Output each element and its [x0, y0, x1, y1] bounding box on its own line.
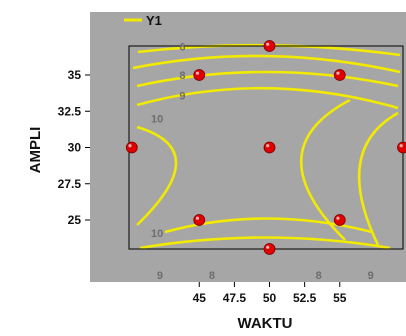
contour-label: 6	[179, 42, 185, 54]
legend-label-y1: Y1	[146, 13, 162, 28]
contour-label: 8	[209, 270, 215, 282]
design-point-highlight	[196, 217, 199, 220]
design-point	[264, 41, 275, 52]
x-tick-label: 47.5	[223, 291, 247, 305]
y-axis: 25 27.5 30 32.5 35	[58, 68, 90, 227]
x-tick-label: 52.5	[293, 291, 317, 305]
design-point-highlight	[266, 43, 269, 46]
design-point	[334, 70, 345, 81]
y-tick-label: 30	[68, 141, 82, 155]
design-point	[398, 142, 406, 153]
y-tick-label: 32.5	[58, 104, 82, 118]
design-point-highlight	[196, 72, 199, 75]
design-point-highlight	[128, 144, 131, 147]
contour-label: 9	[368, 270, 374, 282]
contour-label: 10	[151, 228, 163, 240]
x-axis: 45 47.5 50 52.5 55	[193, 282, 347, 305]
contour-label: 9	[179, 90, 185, 102]
x-tick-label: 55	[333, 291, 347, 305]
design-point	[264, 244, 275, 255]
contour-label: 9	[157, 270, 163, 282]
contour-label: 8	[179, 70, 185, 82]
design-point	[126, 142, 137, 153]
x-tick-label: 50	[263, 291, 277, 305]
y-axis-title: AMPLI	[27, 127, 44, 174]
design-point	[194, 215, 205, 226]
design-point-highlight	[266, 144, 269, 147]
design-point	[264, 142, 275, 153]
y-tick-label: 35	[68, 68, 82, 82]
design-point-highlight	[400, 144, 403, 147]
y-tick-label: 27.5	[58, 177, 82, 191]
design-point-highlight	[336, 217, 339, 220]
design-point	[334, 215, 345, 226]
y-tick-label: 25	[68, 213, 82, 227]
design-point-highlight	[336, 72, 339, 75]
contour-label: 8	[316, 270, 322, 282]
design-point-highlight	[266, 246, 269, 249]
x-tick-label: 45	[193, 291, 207, 305]
design-point	[194, 70, 205, 81]
x-axis-title: WAKTU	[238, 315, 293, 331]
contour-label: 10	[151, 114, 163, 126]
